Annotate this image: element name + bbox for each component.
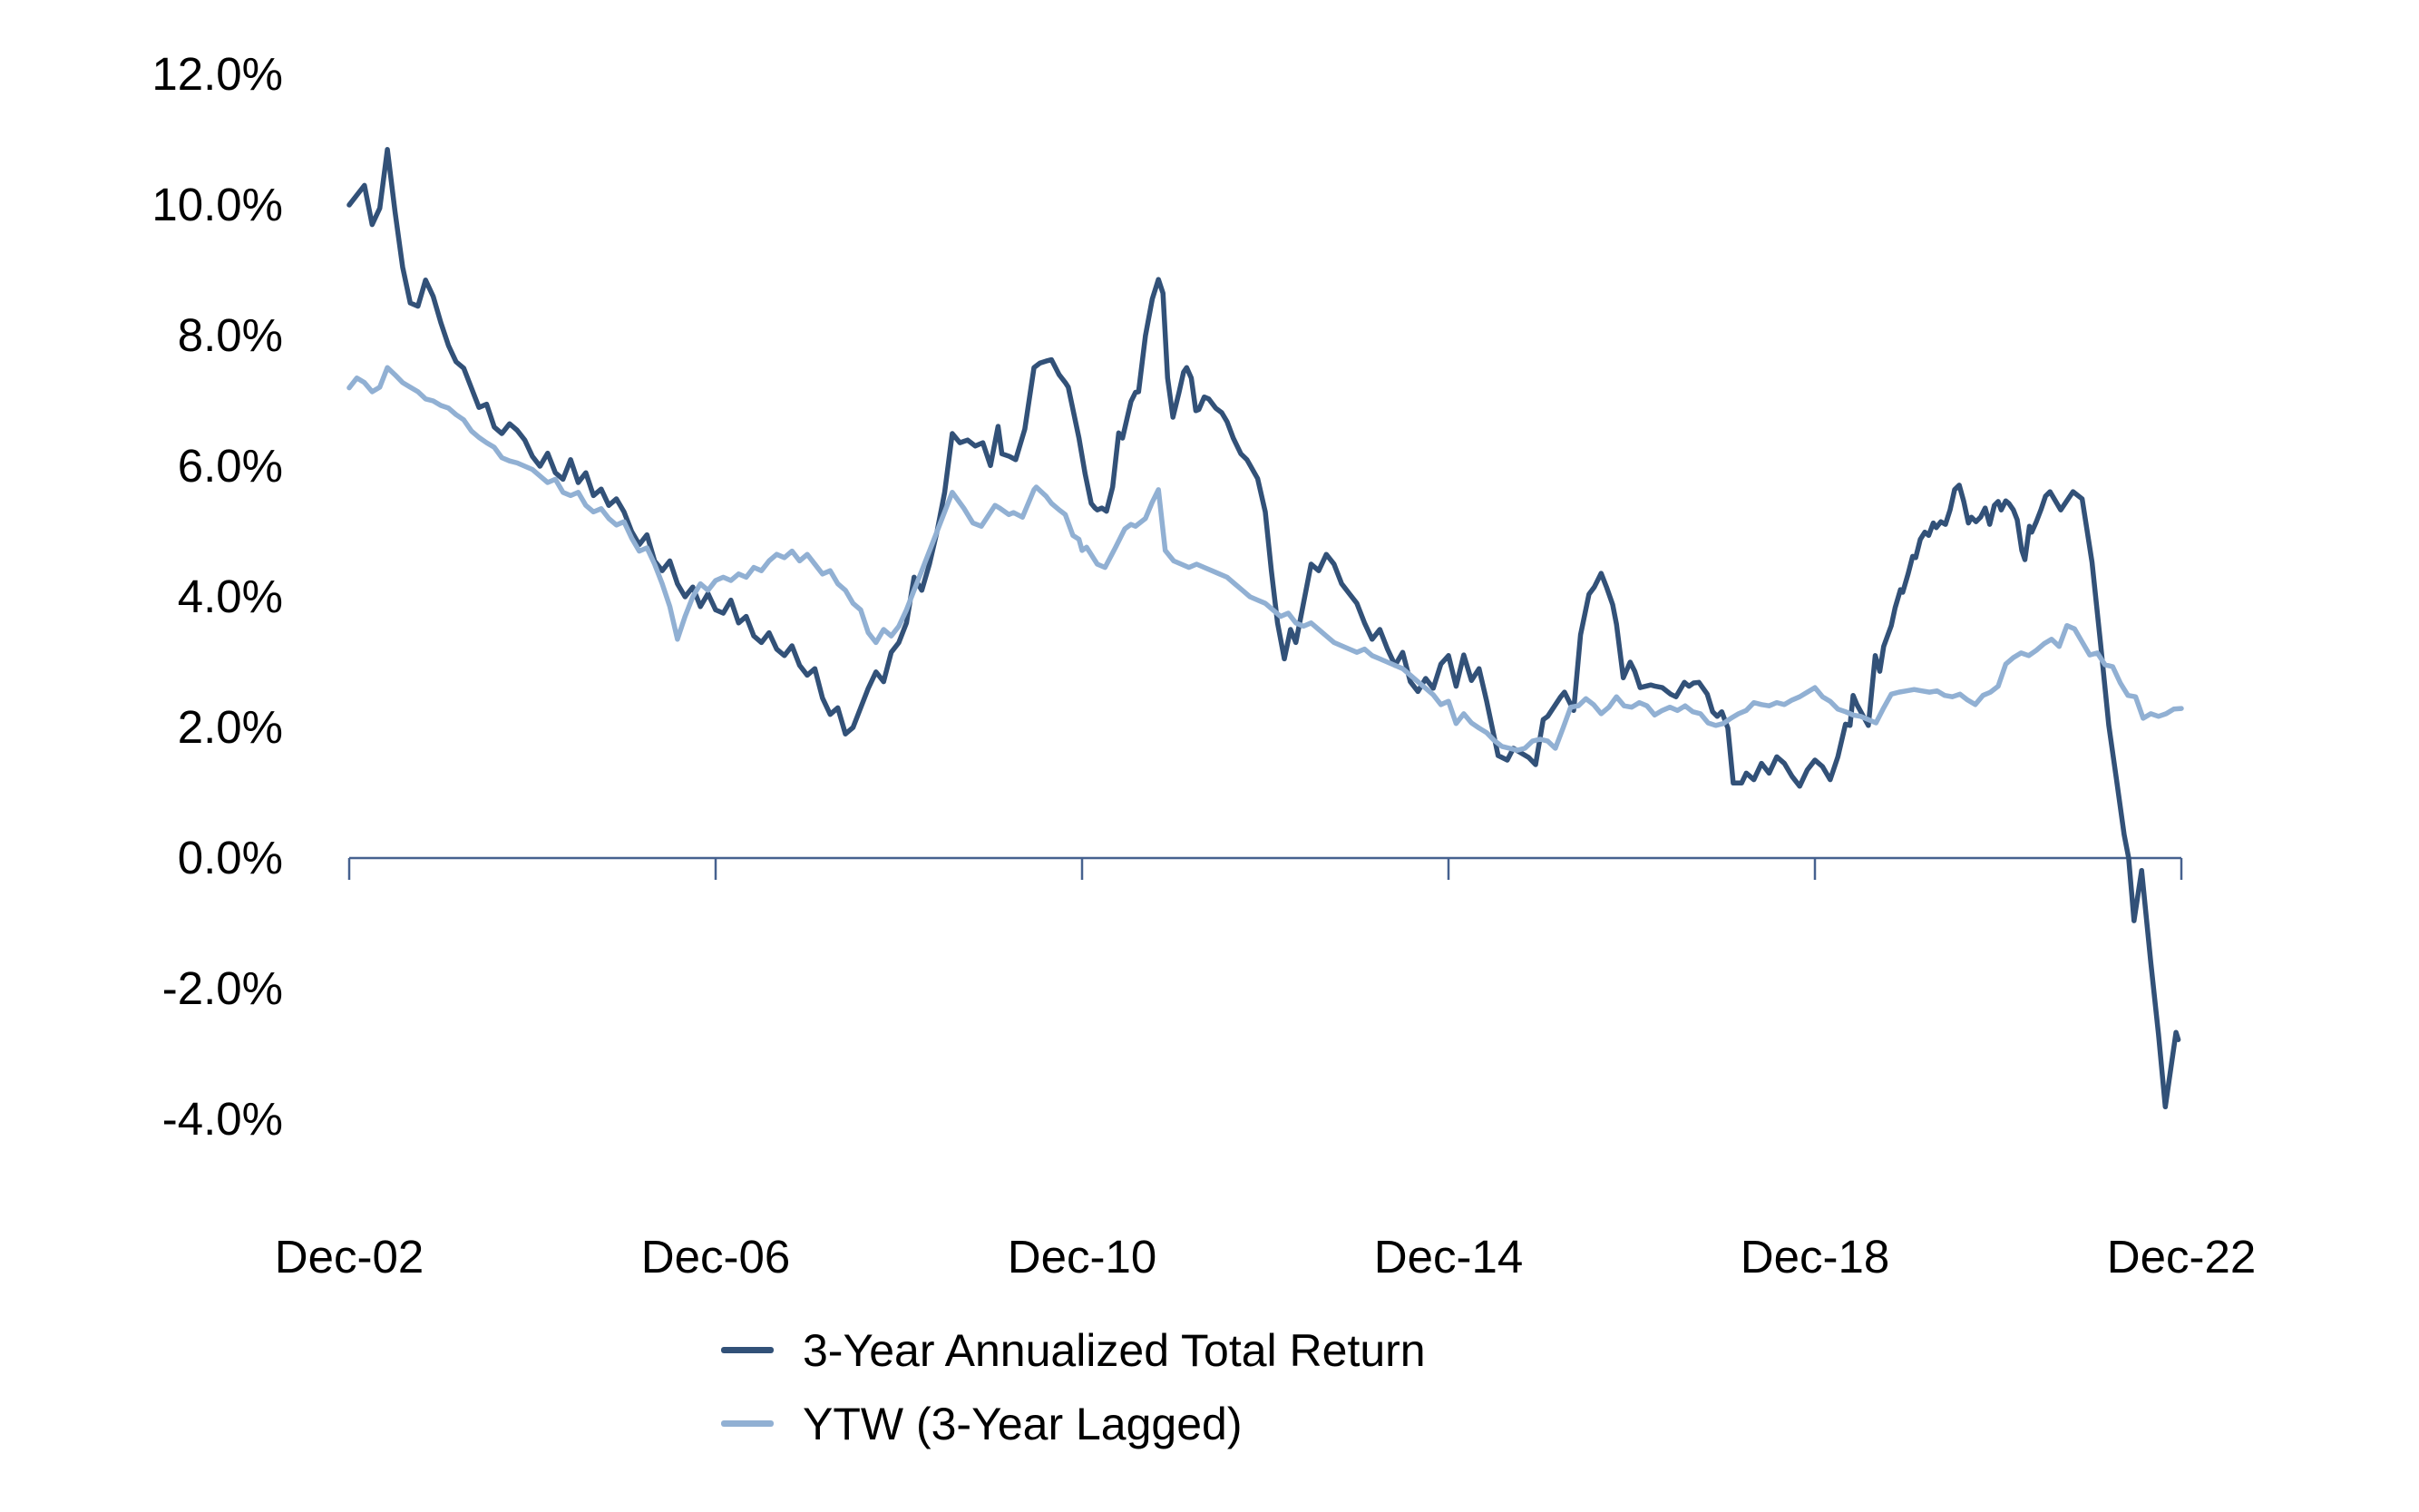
legend-item-ytw-lagged: YTW (3-Year Lagged)	[721, 1387, 1426, 1460]
y-tick-label-10.0%: 10.0%	[151, 179, 283, 230]
legend-label-ytw-lagged: YTW (3-Year Lagged)	[803, 1398, 1243, 1449]
legend-swatch-ytw-lagged	[721, 1420, 774, 1427]
legend-label-total-return: 3-Year Annualized Total Return	[803, 1324, 1426, 1376]
x-tick-label-Dec-10: Dec-10	[1007, 1231, 1157, 1283]
y-tick-label-8.0%: 8.0%	[177, 309, 283, 361]
legend-item-total-return: 3-Year Annualized Total Return	[721, 1313, 1426, 1387]
x-tick-label-Dec-06: Dec-06	[640, 1231, 791, 1283]
y-tick-label-12.0%: 12.0%	[151, 48, 283, 100]
series-line-total-return	[346, 147, 2181, 1110]
x-tick-label-Dec-22: Dec-22	[2106, 1231, 2257, 1283]
y-tick-label--4.0%: -4.0%	[161, 1093, 283, 1145]
x-tick-label-Dec-14: Dec-14	[1373, 1231, 1524, 1283]
legend: 3-Year Annualized Total Return YTW (3-Ye…	[721, 1313, 1426, 1460]
y-tick-label-0.0%: 0.0%	[177, 832, 283, 883]
y-tick-label-4.0%: 4.0%	[177, 571, 283, 622]
y-tick-label-6.0%: 6.0%	[177, 440, 283, 492]
x-tick-label-Dec-02: Dec-02	[274, 1231, 424, 1283]
legend-swatch-total-return	[721, 1347, 774, 1353]
x-tick-label-Dec-18: Dec-18	[1740, 1231, 1890, 1283]
y-tick-label--2.0%: -2.0%	[161, 962, 283, 1014]
series-line-ytw-lagged	[346, 365, 2184, 753]
y-tick-label-2.0%: 2.0%	[177, 701, 283, 753]
